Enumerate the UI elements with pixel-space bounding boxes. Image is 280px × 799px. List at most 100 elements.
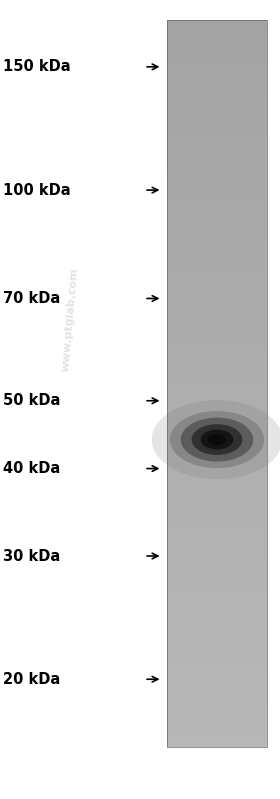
- Bar: [167, 355, 267, 362]
- Bar: [167, 151, 267, 158]
- Bar: [167, 194, 267, 202]
- Bar: [167, 369, 267, 376]
- Bar: [167, 340, 267, 347]
- Bar: [167, 500, 267, 507]
- Bar: [167, 85, 267, 93]
- Bar: [167, 515, 267, 522]
- Bar: [167, 391, 267, 398]
- Bar: [167, 740, 267, 747]
- Bar: [167, 660, 267, 667]
- Bar: [167, 412, 267, 420]
- Bar: [167, 20, 267, 27]
- Bar: [167, 42, 267, 49]
- Bar: [167, 217, 267, 224]
- Bar: [167, 623, 267, 630]
- Bar: [167, 594, 267, 602]
- Bar: [167, 180, 267, 187]
- Bar: [167, 187, 267, 194]
- Bar: [167, 638, 267, 646]
- Bar: [167, 27, 267, 34]
- Text: 30 kDa: 30 kDa: [3, 548, 60, 563]
- Bar: [167, 485, 267, 492]
- Bar: [167, 573, 267, 580]
- Bar: [167, 144, 267, 151]
- Bar: [167, 616, 267, 623]
- Bar: [167, 158, 267, 165]
- Bar: [167, 304, 267, 311]
- Ellipse shape: [201, 430, 233, 450]
- Bar: [167, 566, 267, 573]
- Ellipse shape: [152, 400, 280, 479]
- Bar: [167, 238, 267, 245]
- Bar: [167, 602, 267, 609]
- Text: 20 kDa: 20 kDa: [3, 672, 60, 687]
- Bar: [167, 522, 267, 529]
- Bar: [167, 245, 267, 252]
- Bar: [167, 282, 267, 289]
- Bar: [167, 558, 267, 566]
- Bar: [167, 725, 267, 733]
- Bar: [167, 630, 267, 638]
- Bar: [167, 296, 267, 304]
- Bar: [167, 71, 267, 78]
- Bar: [167, 311, 267, 318]
- Bar: [167, 456, 267, 463]
- Bar: [167, 420, 267, 427]
- Bar: [167, 64, 267, 71]
- Bar: [167, 129, 267, 137]
- Bar: [167, 536, 267, 543]
- Bar: [167, 93, 267, 100]
- Bar: [167, 667, 267, 674]
- Text: 100 kDa: 100 kDa: [3, 182, 71, 197]
- Bar: [167, 114, 267, 121]
- Bar: [167, 609, 267, 616]
- Bar: [167, 587, 267, 594]
- Ellipse shape: [192, 424, 242, 455]
- Bar: [167, 267, 267, 275]
- Ellipse shape: [208, 434, 226, 445]
- Bar: [167, 492, 267, 500]
- Bar: [167, 435, 267, 442]
- Bar: [167, 332, 267, 340]
- Bar: [167, 646, 267, 653]
- Bar: [167, 580, 267, 587]
- Bar: [167, 471, 267, 478]
- Ellipse shape: [181, 418, 253, 462]
- Bar: [167, 325, 267, 332]
- Bar: [167, 318, 267, 325]
- Bar: [167, 121, 267, 129]
- Bar: [167, 449, 267, 456]
- Bar: [167, 224, 267, 231]
- Ellipse shape: [170, 411, 264, 468]
- Bar: [167, 252, 267, 260]
- Bar: [167, 703, 267, 711]
- Bar: [167, 56, 267, 64]
- Text: 50 kDa: 50 kDa: [3, 393, 60, 408]
- Bar: [167, 20, 267, 747]
- Bar: [167, 543, 267, 551]
- Bar: [167, 362, 267, 369]
- Bar: [167, 209, 267, 217]
- Text: 40 kDa: 40 kDa: [3, 461, 60, 476]
- Bar: [167, 49, 267, 56]
- Bar: [167, 682, 267, 689]
- Bar: [167, 733, 267, 740]
- Bar: [167, 165, 267, 173]
- Bar: [167, 398, 267, 405]
- Bar: [167, 405, 267, 412]
- Bar: [167, 231, 267, 238]
- Bar: [167, 718, 267, 725]
- Bar: [167, 711, 267, 718]
- Text: www.ptglab.com: www.ptglab.com: [60, 267, 80, 372]
- Bar: [167, 384, 267, 391]
- Bar: [167, 478, 267, 485]
- Bar: [167, 289, 267, 296]
- Bar: [167, 260, 267, 267]
- Bar: [167, 275, 267, 282]
- Text: 70 kDa: 70 kDa: [3, 291, 60, 306]
- Bar: [167, 34, 267, 42]
- Bar: [167, 696, 267, 703]
- Bar: [167, 100, 267, 107]
- Bar: [167, 376, 267, 384]
- Bar: [167, 463, 267, 471]
